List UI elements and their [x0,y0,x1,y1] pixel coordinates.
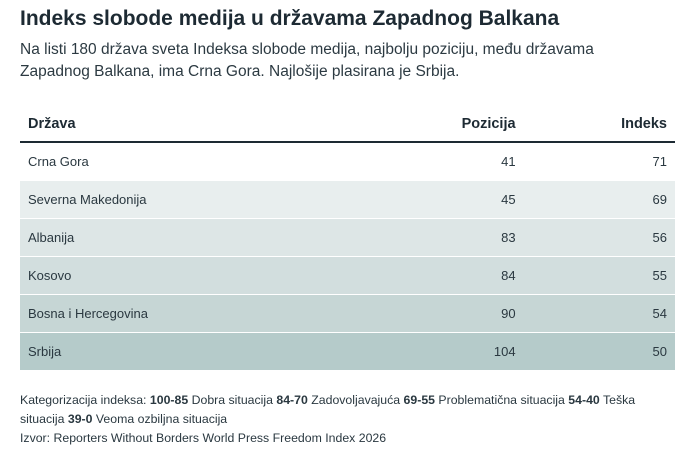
cell-pozicija: 104 [352,332,524,371]
cell-pozicija: 41 [352,142,524,181]
category-range: 54-40 [568,393,600,407]
freedom-index-table: Država Pozicija Indeks Crna Gora 41 71 S… [20,107,675,371]
category-text: Zadovoljavajuća [311,393,401,407]
table-row: Severna Makedonija 45 69 [20,180,675,219]
category-range: 39-0 [67,412,93,426]
cell-indeks: 71 [523,142,675,181]
cell-indeks: 69 [523,180,675,219]
cell-pozicija: 83 [352,218,524,257]
column-header-pozicija: Pozicija [352,107,524,143]
category-text: Problematična situacija [438,393,565,407]
table-row: Albanija 83 56 [20,218,675,257]
table-row: Kosovo 84 55 [20,256,675,295]
category-text: Veoma ozbiljna situacija [95,412,228,426]
cell-drzava: Crna Gora [20,142,353,181]
category-range: 100-85 [149,393,189,407]
source-note: Izvor: Reporters Without Borders World P… [20,431,387,445]
table-footnote: Kategorizacija indeksa: 100-85 Dobra sit… [20,391,660,448]
cell-drzava: Bosna i Hercegovina [20,294,353,333]
cell-pozicija: 45 [352,180,524,219]
cell-drzava: Srbija [20,332,353,371]
cell-drzava: Severna Makedonija [20,180,353,219]
category-range: 69-55 [403,393,435,407]
table-row: Bosna i Hercegovina 90 54 [20,294,675,333]
cell-pozicija: 84 [352,256,524,295]
table-row: Srbija 104 50 [20,332,675,371]
chart-subtitle: Na listi 180 država sveta Indeksa slobod… [20,41,594,80]
cell-indeks: 55 [523,256,675,295]
cell-indeks: 54 [523,294,675,333]
categorization-label: Kategorizacija indeksa: [20,393,147,407]
column-header-drzava: Država [20,107,353,143]
cell-pozicija: 90 [352,294,524,333]
category-range: 84-70 [276,393,308,407]
cell-drzava: Kosovo [20,256,353,295]
table-row: Crna Gora 41 71 [20,142,675,181]
table-header-row: Država Pozicija Indeks [20,107,675,143]
cell-indeks: 56 [523,218,675,257]
column-header-indeks: Indeks [523,107,675,143]
index-categorization: Kategorizacija indeksa: 100-85 Dobra sit… [20,391,660,429]
cell-drzava: Albanija [20,218,353,257]
cell-indeks: 50 [523,332,675,371]
category-text: Teška situacija [20,393,636,426]
chart-title: Indeks slobode medija u državama Zapadno… [20,7,560,30]
category-text: Dobra situacija [191,393,273,407]
